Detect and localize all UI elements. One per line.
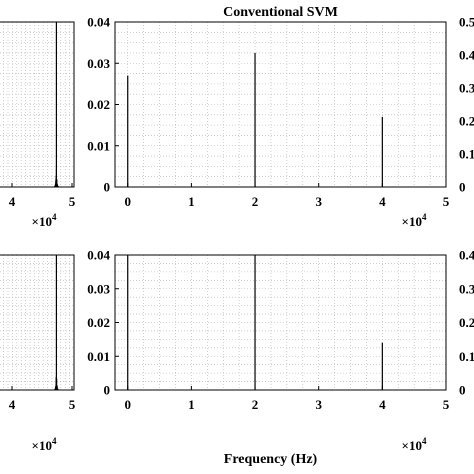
y-tick-label: 0.02 bbox=[87, 97, 110, 112]
right-tick-label: 0.4 bbox=[459, 48, 474, 63]
x-tick-label: 5 bbox=[69, 397, 76, 412]
right-tick-label: 0 bbox=[459, 383, 466, 398]
y-tick-label: 0.03 bbox=[87, 56, 110, 71]
right-ticks-top-right: 0 0.1 0.2 0.3 0.4 0.5 bbox=[459, 15, 474, 195]
chart-title: Conventional SVM bbox=[223, 5, 338, 20]
y-ticks-bottom-right: 0 0.01 0.02 0.03 0.04 bbox=[87, 248, 119, 398]
right-ticks-bottom-right: 0 0.1 0.2 0.3 0.4 bbox=[459, 248, 474, 398]
x-ticks-top-right: 0 1 2 3 4 5 bbox=[124, 183, 450, 209]
grid-bottom-right bbox=[115, 255, 446, 390]
x-tick-label: 1 bbox=[188, 194, 195, 209]
y-tick-label: 0.03 bbox=[87, 281, 110, 296]
x-tick-label: 5 bbox=[443, 397, 450, 412]
x-tick-label: 1 bbox=[188, 397, 195, 412]
right-tick-label: 0.2 bbox=[459, 315, 474, 330]
y-tick-label: 0 bbox=[104, 180, 111, 195]
right-tick-label: 0.3 bbox=[459, 81, 474, 96]
x-tick-label: 0 bbox=[124, 194, 131, 209]
x-multiplier-bottom-right: ×104 bbox=[402, 436, 427, 453]
right-tick-label: 0 bbox=[459, 180, 466, 195]
y-tick-label: 0.02 bbox=[87, 315, 110, 330]
x-tick-label: 5 bbox=[69, 194, 76, 209]
x-multiplier: ×104 bbox=[402, 436, 427, 453]
y-ticks-top-right: 0 0.01 0.02 0.03 0.04 bbox=[87, 15, 119, 195]
x-tick-label: 5 bbox=[443, 194, 450, 209]
panel-bottom-right: 0 1 2 3 4 5 0 0.01 0.02 0.03 0.04 0 0.1 0.2 0.3 0.4 ×… bbox=[87, 248, 474, 468]
x-tick-label: 0 bbox=[124, 397, 131, 412]
y-tick-label: 0.04 bbox=[87, 248, 110, 263]
right-tick-label: 0.1 bbox=[459, 147, 474, 162]
y-tick-label: 0.01 bbox=[87, 349, 110, 364]
right-tick-label: 0.5 bbox=[459, 15, 474, 30]
grid-bottom-left bbox=[0, 255, 74, 390]
x-tick-label: 4 bbox=[9, 397, 16, 412]
x-multiplier: ×104 bbox=[402, 212, 427, 229]
grid-top-left bbox=[0, 22, 74, 187]
x-multiplier-top-right: ×104 bbox=[402, 212, 427, 229]
right-tick-label: 0.2 bbox=[459, 114, 474, 129]
spectrum-top-left bbox=[52, 22, 60, 187]
x-tick-label: 4 bbox=[379, 397, 386, 412]
x-multiplier-bottom-left: ×104 bbox=[32, 436, 57, 453]
axes-frame-bottom-left bbox=[0, 254, 75, 391]
x-multiplier: ×104 bbox=[32, 436, 57, 453]
x-tick-label: 4 bbox=[9, 194, 16, 209]
spectrum-bottom-right bbox=[127, 255, 383, 390]
x-multiplier-top-left: ×104 bbox=[32, 212, 57, 229]
spectrum-top-right bbox=[127, 52, 383, 187]
right-tick-label: 0.1 bbox=[459, 349, 474, 364]
x-tick-label: 2 bbox=[252, 194, 259, 209]
x-tick-label: 3 bbox=[315, 194, 322, 209]
x-ticks-bottom-right: 0 1 2 3 4 5 bbox=[124, 386, 450, 412]
panel-top-right: Conventional SVM 0 1 2 3 4 5 0 0.01 0.02 0.03 0.0… bbox=[87, 5, 474, 229]
y-tick-label: 0.01 bbox=[87, 138, 110, 153]
right-tick-label: 0.4 bbox=[459, 248, 474, 263]
y-tick-label: 0 bbox=[104, 383, 111, 398]
y-tick-label: 0.04 bbox=[87, 15, 110, 30]
x-axis-label: Frequency (Hz) bbox=[224, 452, 318, 467]
x-tick-label: 4 bbox=[379, 194, 386, 209]
grid-top-right bbox=[115, 22, 446, 187]
right-tick-label: 0.3 bbox=[459, 281, 474, 296]
x-multiplier: ×104 bbox=[32, 212, 57, 229]
spectrum-bottom-left bbox=[52, 255, 60, 390]
x-tick-label: 3 bbox=[315, 397, 322, 412]
axes-frame-top-left bbox=[0, 21, 75, 188]
x-tick-label: 2 bbox=[252, 397, 259, 412]
